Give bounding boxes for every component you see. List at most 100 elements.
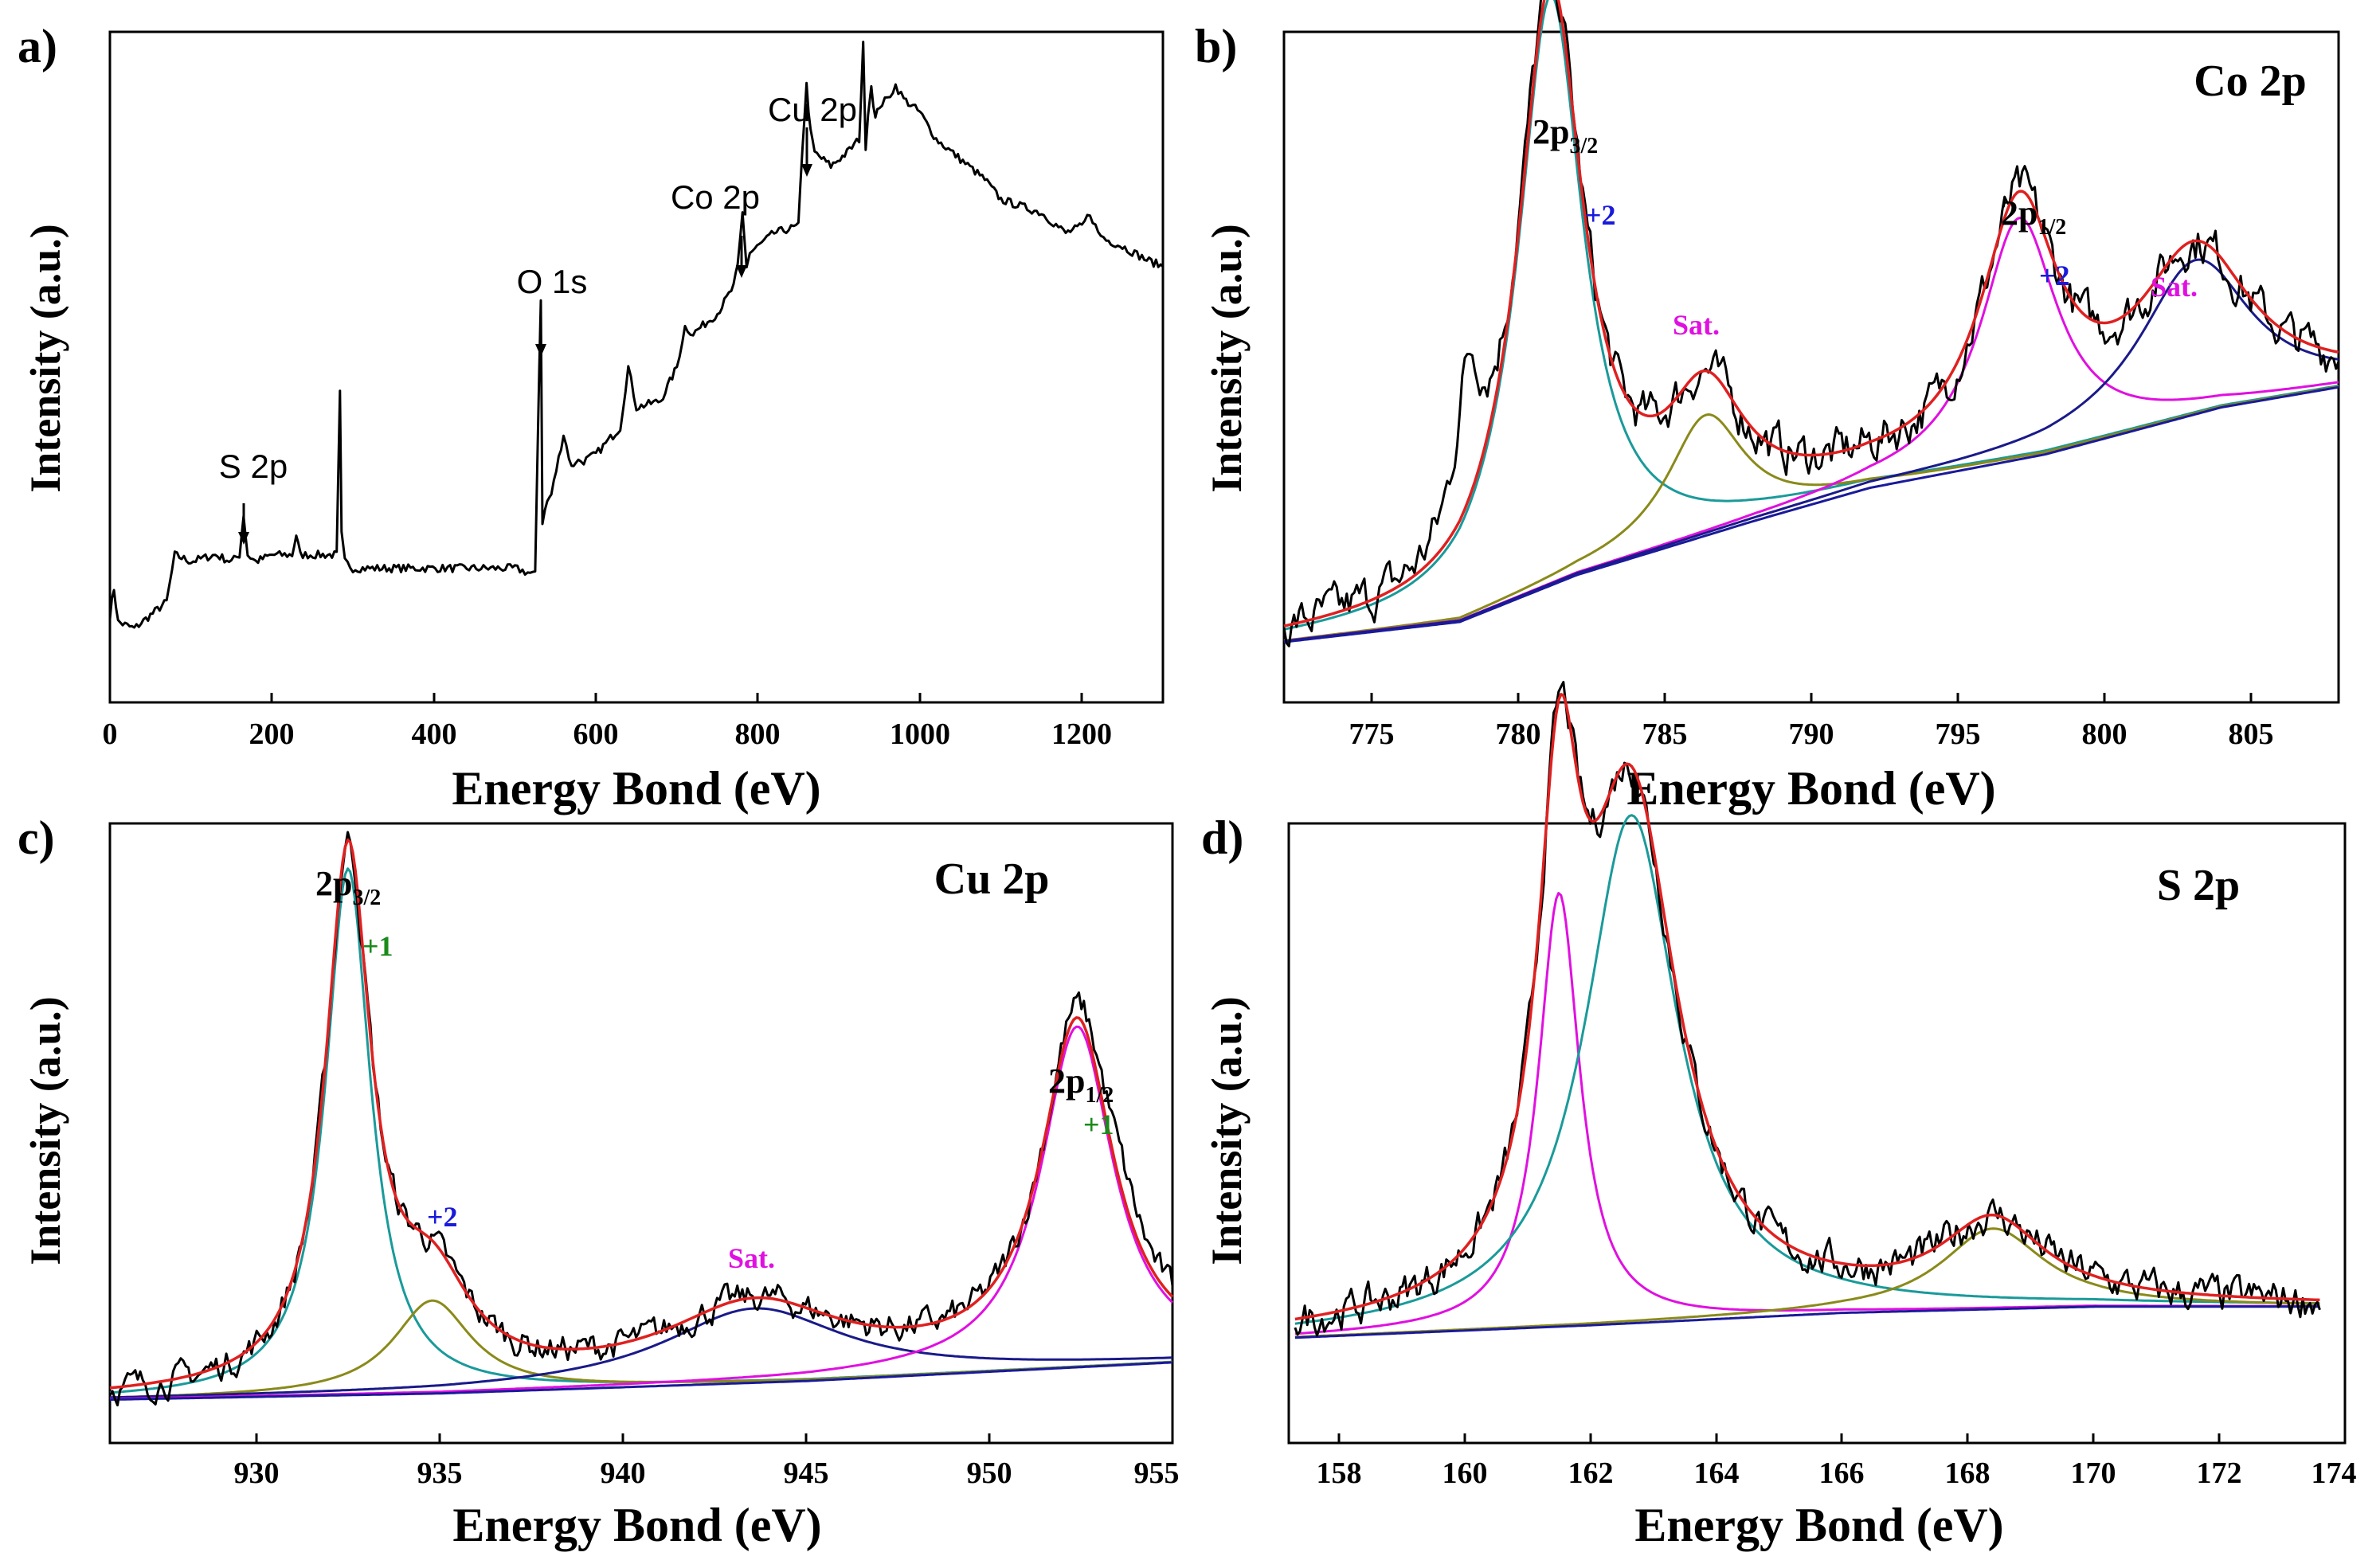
x-axis-label: Energy Bond (eV) <box>452 1499 821 1551</box>
oxidation-label: +1 <box>362 930 393 962</box>
component-fit-line <box>109 867 1173 1394</box>
raw-spectrum-line <box>1282 0 2340 647</box>
oxidation-label: +2 <box>1585 199 1616 231</box>
background-line <box>110 1361 1173 1401</box>
background-line <box>1294 1305 2320 1339</box>
x-tick-label: 400 <box>412 718 457 751</box>
x-tick-label: 170 <box>2071 1457 2116 1490</box>
x-tick-label: 780 <box>1496 718 1541 751</box>
peak-arrowhead <box>801 164 812 177</box>
plot-frame <box>1282 30 2340 704</box>
x-tick-label: 200 <box>249 718 295 751</box>
peak-arrowhead <box>736 265 747 278</box>
x-tick-label: 1200 <box>1051 718 1112 751</box>
curves <box>108 41 1165 629</box>
x-axis-label: Energy Bond (eV) <box>452 762 820 815</box>
x-tick-label: 174 <box>2311 1457 2357 1490</box>
x-tick-label: 164 <box>1694 1457 1740 1490</box>
component-fit-line <box>1294 1227 2320 1339</box>
curves <box>1294 681 2321 1339</box>
orbital-label: 2p3/2 <box>315 864 381 910</box>
raw-spectrum-line <box>1294 681 2321 1337</box>
oxidation-label: +2 <box>427 1201 458 1233</box>
panel-c: c) Cu 2p Intensity (a.u.) Energy Bond (e… <box>18 811 1180 1551</box>
x-tick-label: 600 <box>573 718 619 751</box>
y-axis-label: Intensity (a.u.) <box>1203 224 1251 493</box>
x-tick-label: 800 <box>2082 718 2128 751</box>
envelope-fit-line <box>109 839 1174 1390</box>
corner-label: S 2p <box>2157 861 2240 910</box>
annotations: 2p3/2 +1 +2 Sat. 2p1/2 +1 <box>315 864 1114 1274</box>
orbital-label: 2p3/2 <box>1533 112 1598 158</box>
envelope-fit-line <box>1294 693 2320 1321</box>
peak-label: Co 2p <box>671 178 760 216</box>
x-tick-label: 940 <box>601 1457 646 1490</box>
x-tick-label: 168 <box>1945 1457 1991 1490</box>
envelope-fit-line <box>1283 0 2339 628</box>
peak-label: O 1s <box>517 263 588 300</box>
x-ticks: 158 160 162 164 166 168 170 172 174 <box>1317 1433 2357 1490</box>
component-fit-line <box>1283 0 2339 631</box>
satellite-label: Sat. <box>1673 309 1720 341</box>
x-tick-label: 950 <box>967 1457 1012 1490</box>
annotations: S 2p O 1s Co 2p Cu 2p <box>219 91 857 545</box>
component-fit-line <box>1283 385 2339 642</box>
x-tick-label: 955 <box>1134 1457 1180 1490</box>
orbital-label: 2p1/2 <box>2001 194 2066 240</box>
panel-d: d) S 2p Intensity (a.u.) Energy Bond (eV… <box>1201 681 2357 1551</box>
annotations: 2p3/2 +2 Sat. 2p1/2 +2 Sat. <box>1533 112 2198 341</box>
x-tick-label: 945 <box>784 1457 829 1490</box>
component-fit-line <box>109 1307 1173 1399</box>
x-tick-label: 158 <box>1317 1457 1362 1490</box>
y-axis-label: Intensity (a.u.) <box>22 224 69 493</box>
satellite-label: Sat. <box>2151 271 2198 303</box>
peak-label: Cu 2p <box>768 91 857 128</box>
panel-label: c) <box>18 811 55 864</box>
component-fit-line <box>109 1025 1174 1401</box>
panel-label: b) <box>1195 20 1237 72</box>
x-tick-label: 935 <box>417 1457 463 1490</box>
x-tick-label: 160 <box>1442 1457 1488 1490</box>
x-axis-label: Energy Bond (eV) <box>1626 762 1995 815</box>
x-tick-label: 162 <box>1568 1457 1614 1490</box>
y-axis-label: Intensity (a.u.) <box>22 996 69 1265</box>
panel-a: a) Intensity (a.u.) Energy Bond (eV) 0 2… <box>18 20 1165 815</box>
panel-b: b) Co 2p Intensity (a.u.) Energy Bond (e… <box>1195 0 2340 815</box>
x-ticks: 775 780 785 790 795 800 805 <box>1349 693 2274 751</box>
x-tick-label: 790 <box>1789 718 1834 751</box>
plot-frame <box>1287 822 2347 1445</box>
x-tick-label: 795 <box>1936 718 1981 751</box>
orbital-label: 2p1/2 <box>1048 1062 1114 1108</box>
x-tick-label: 785 <box>1642 718 1688 751</box>
x-tick-label: 775 <box>1349 718 1395 751</box>
plot-frame <box>108 30 1165 704</box>
satellite-label: Sat. <box>728 1242 775 1274</box>
panel-label: a) <box>18 20 57 72</box>
x-axis-label: Energy Bond (eV) <box>1634 1499 2003 1551</box>
x-tick-label: 805 <box>2229 718 2274 751</box>
x-tick-label: 0 <box>103 718 118 751</box>
x-ticks: 0 200 400 600 800 1000 1200 <box>103 693 1112 751</box>
x-tick-label: 166 <box>1819 1457 1865 1490</box>
peak-label: S 2p <box>219 448 288 485</box>
component-fit-line <box>1283 258 2339 643</box>
background-line <box>1283 385 2339 643</box>
x-tick-label: 1000 <box>890 718 950 751</box>
curves <box>1282 0 2340 647</box>
corner-label: Co 2p <box>2194 57 2307 106</box>
plot-frame <box>108 822 1174 1445</box>
curves <box>108 831 1174 1407</box>
y-axis-label: Intensity (a.u.) <box>1203 996 1251 1265</box>
x-ticks: 930 935 940 945 950 955 <box>234 1433 1180 1490</box>
oxidation-label: +2 <box>2039 260 2070 291</box>
panel-label: d) <box>1201 811 1243 864</box>
oxidation-label: +1 <box>1083 1109 1114 1140</box>
peak-arrowhead <box>535 344 546 357</box>
x-tick-label: 800 <box>735 718 781 751</box>
peak-arrowhead <box>238 532 249 545</box>
corner-label: Cu 2p <box>934 854 1050 904</box>
x-tick-label: 930 <box>234 1457 280 1490</box>
raw-spectrum-line <box>108 831 1174 1407</box>
x-tick-label: 172 <box>2197 1457 2242 1490</box>
